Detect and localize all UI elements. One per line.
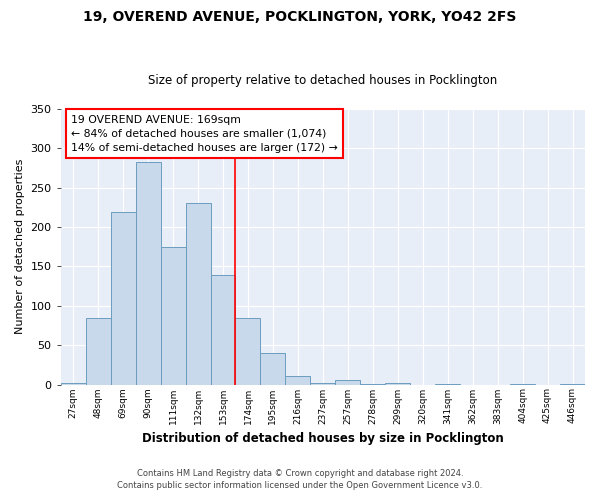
Bar bbox=[110, 212, 136, 384]
Bar bbox=[61, 383, 86, 384]
Bar bbox=[310, 383, 335, 384]
Bar bbox=[136, 162, 161, 384]
Text: Contains HM Land Registry data © Crown copyright and database right 2024.
Contai: Contains HM Land Registry data © Crown c… bbox=[118, 468, 482, 490]
Bar bbox=[385, 383, 410, 384]
Bar bbox=[286, 376, 310, 384]
Bar bbox=[335, 380, 361, 384]
Bar bbox=[211, 275, 235, 384]
Y-axis label: Number of detached properties: Number of detached properties bbox=[15, 159, 25, 334]
X-axis label: Distribution of detached houses by size in Pocklington: Distribution of detached houses by size … bbox=[142, 432, 504, 445]
Bar bbox=[161, 247, 185, 384]
Text: 19 OVEREND AVENUE: 169sqm
← 84% of detached houses are smaller (1,074)
14% of se: 19 OVEREND AVENUE: 169sqm ← 84% of detac… bbox=[71, 114, 338, 152]
Text: 19, OVEREND AVENUE, POCKLINGTON, YORK, YO42 2FS: 19, OVEREND AVENUE, POCKLINGTON, YORK, Y… bbox=[83, 10, 517, 24]
Bar bbox=[86, 318, 110, 384]
Title: Size of property relative to detached houses in Pocklington: Size of property relative to detached ho… bbox=[148, 74, 497, 87]
Bar bbox=[260, 353, 286, 384]
Bar bbox=[185, 202, 211, 384]
Bar bbox=[235, 318, 260, 384]
